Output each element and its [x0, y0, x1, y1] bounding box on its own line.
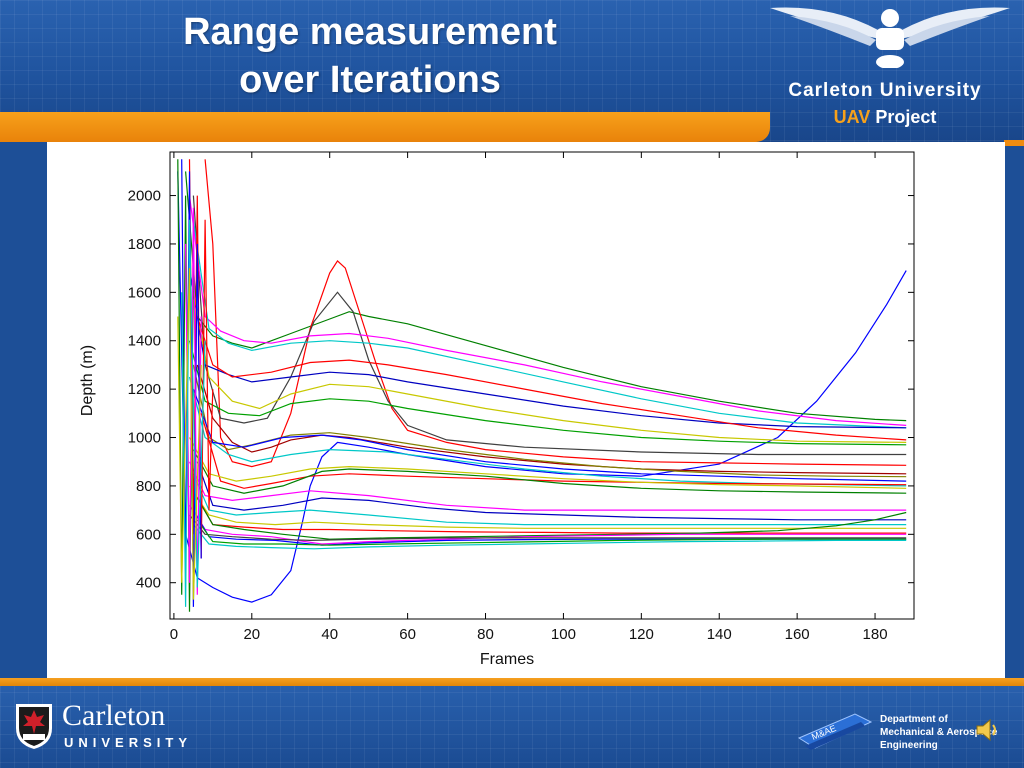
x-tick-label: 80 — [477, 626, 494, 643]
series-line-14 — [192, 388, 907, 482]
y-axis-label: Depth (m) — [79, 345, 96, 416]
y-tick-label: 600 — [136, 526, 161, 543]
y-tick-label: 1600 — [128, 284, 161, 301]
project-word: Project — [875, 107, 937, 127]
x-tick-label: 0 — [170, 626, 178, 643]
y-tick-label: 1000 — [128, 430, 161, 447]
title-line-2: over Iterations — [239, 59, 501, 101]
x-tick-label: 40 — [321, 626, 338, 643]
series-line-12 — [192, 364, 907, 478]
series-line-16 — [188, 437, 907, 489]
y-tick-label: 1800 — [128, 236, 161, 253]
header-orange-band — [0, 112, 770, 142]
carleton-shield-icon — [16, 704, 52, 749]
department-name: Department of Mechanical & Aerospace Eng… — [880, 713, 997, 752]
series-line-9 — [196, 316, 907, 441]
x-tick-label: 120 — [629, 626, 654, 643]
dept-line-2: Mechanical & Aerospace — [880, 727, 998, 738]
dept-line-3: Engineering — [880, 740, 938, 751]
series-line-22 — [192, 490, 907, 534]
project-uav: UAV — [833, 107, 871, 127]
y-tick-label: 1400 — [128, 333, 161, 350]
x-axis-label: Frames — [480, 651, 534, 668]
series-line-34 — [177, 268, 202, 600]
title-line-1: Range measurement — [183, 11, 557, 53]
footer-carleton-name: Carleton — [62, 699, 166, 732]
series-group — [177, 159, 907, 612]
series-line-3 — [204, 159, 907, 468]
depth-chart: 0 20 40 60 80 100 120 140 160 180 400 600 800 1000 120… — [79, 151, 915, 668]
series-line-5 — [188, 195, 907, 426]
series-line-8 — [192, 292, 907, 443]
series-line-4 — [192, 195, 907, 456]
slide-title: Range measurement over Iterations — [120, 8, 620, 104]
series-line-27 — [196, 519, 907, 546]
plot-frame — [169, 151, 915, 620]
speaker-icon[interactable] — [975, 716, 999, 744]
dept-line-1: Department of — [880, 714, 948, 725]
series-line-28 — [192, 524, 907, 550]
series-line-6 — [192, 219, 907, 429]
series-line-11 — [196, 364, 907, 475]
series-line-7 — [188, 268, 907, 429]
series-line-23 — [196, 497, 907, 540]
series-line-19 — [196, 461, 907, 521]
x-tick-label: 20 — [243, 626, 260, 643]
header-project-name: UAV Project — [755, 107, 1015, 128]
series-line-32 — [185, 207, 202, 595]
x-tick-label: 160 — [785, 626, 810, 643]
series-line-20 — [192, 473, 907, 526]
x-tick-label: 100 — [551, 626, 576, 643]
series-line-15 — [200, 413, 907, 489]
series-line-26 — [189, 514, 907, 542]
x-tick-label: 140 — [707, 626, 732, 643]
y-tick-label: 2000 — [128, 188, 161, 205]
series-line-24 — [188, 504, 907, 545]
eagle-crest-icon — [770, 7, 1010, 68]
x-tick-label: 60 — [399, 626, 416, 643]
series-line-21 — [189, 485, 907, 529]
series-line-10 — [188, 340, 907, 446]
slide-content-area: 0 20 40 60 80 100 120 140 160 180 400 600 800 1000 120… — [47, 142, 1005, 678]
series-line-17 — [192, 449, 907, 494]
x-tick-label: 180 — [863, 626, 888, 643]
y-tick-label: 1200 — [128, 381, 161, 398]
footer-university-word: UNIVERSITY — [64, 735, 193, 750]
series-line-18 — [188, 461, 907, 511]
y-tick-label: 800 — [136, 478, 161, 495]
mae-logo-icon: M&AE — [797, 713, 873, 750]
series-line-2 — [185, 171, 907, 422]
footer-orange-band — [0, 678, 1024, 686]
header-university-name: Carleton University — [788, 80, 982, 101]
slide-footer — [0, 678, 1024, 768]
header-orange-band-right — [1004, 140, 1024, 146]
y-tick-label: 400 — [136, 575, 161, 592]
series-line-1 — [177, 171, 907, 603]
